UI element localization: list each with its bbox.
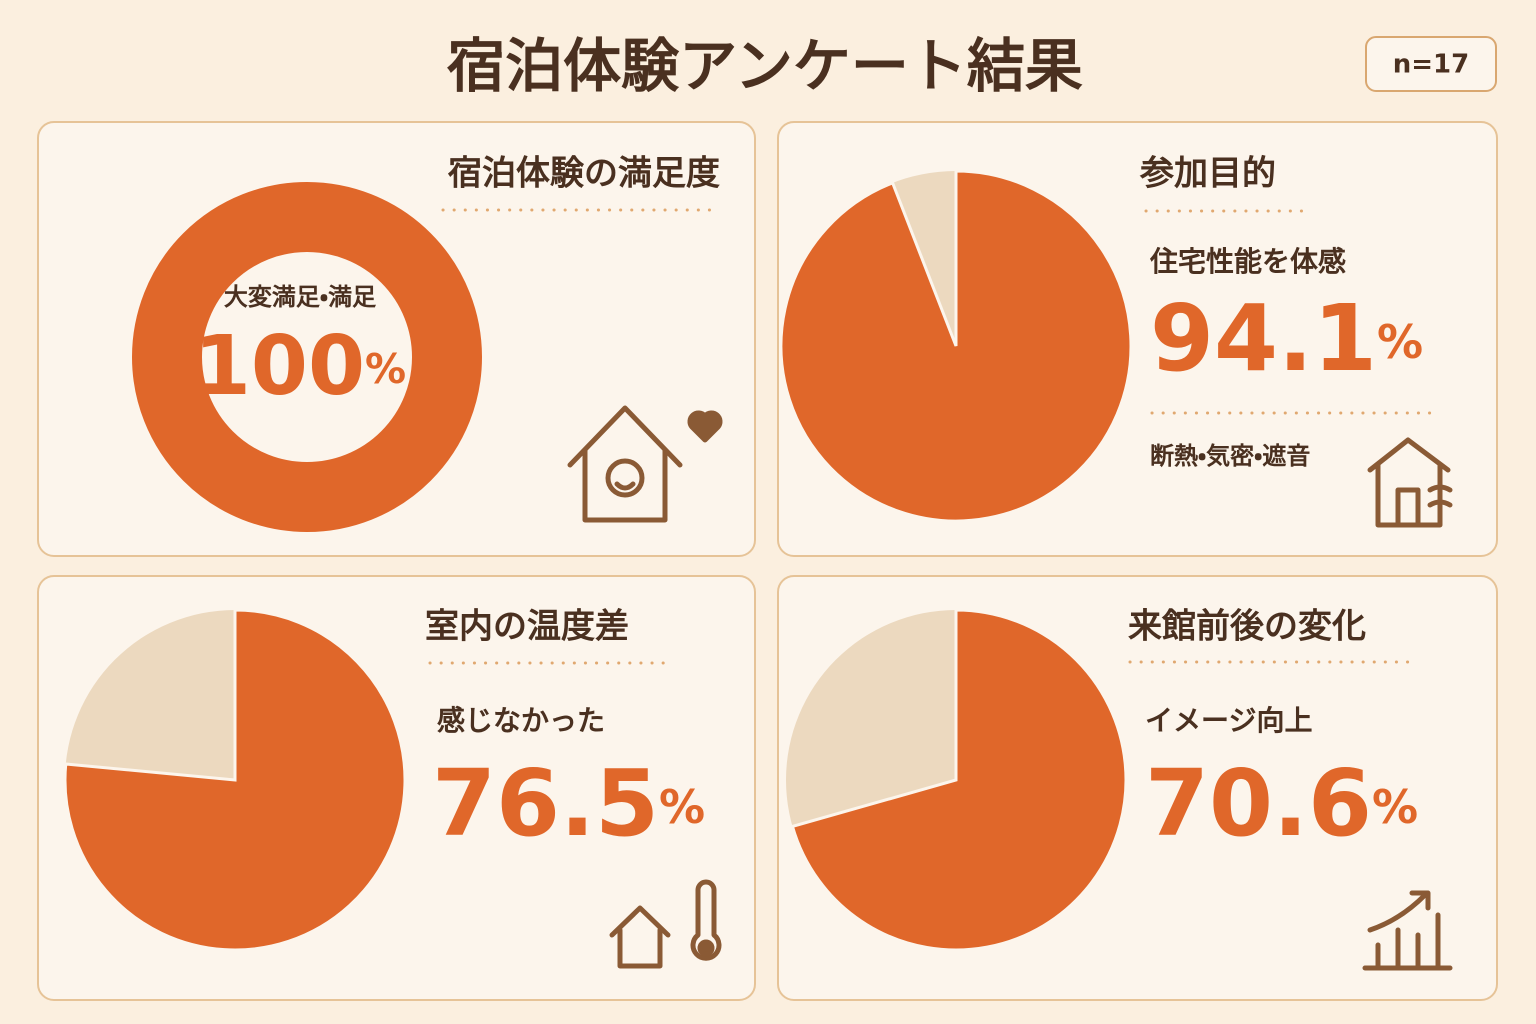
chart-title: 宿泊体験の満足度 bbox=[447, 154, 720, 194]
pie-slice bbox=[63, 608, 407, 952]
value-number: 100 bbox=[194, 319, 365, 414]
value-caption: イメージ向上 bbox=[1145, 704, 1312, 737]
chart-title: 参加目的 bbox=[1139, 154, 1276, 194]
thermometer-icon bbox=[609, 879, 722, 969]
value-number: 70.6 bbox=[1145, 750, 1372, 857]
pie-slice bbox=[779, 169, 1133, 523]
value-label: 94.1% bbox=[1150, 285, 1423, 392]
chart-title: 室内の温度差 bbox=[425, 607, 629, 647]
house-insulation-icon bbox=[1367, 437, 1453, 528]
badge-box bbox=[1365, 36, 1497, 92]
value-label: 76.5% bbox=[432, 750, 705, 857]
value-label: 100% bbox=[194, 319, 406, 414]
value-unit: % bbox=[365, 345, 406, 393]
house-smile-icon bbox=[567, 405, 723, 523]
value-caption: 感じなかった bbox=[437, 704, 605, 737]
value-unit: % bbox=[659, 780, 705, 834]
note: 断熱・気密・遮音 bbox=[1150, 442, 1310, 470]
value-unit: % bbox=[1377, 315, 1423, 369]
value-caption: 住宅性能を体感 bbox=[1149, 245, 1346, 278]
chart-title: 来館前後の変化 bbox=[1128, 607, 1366, 647]
pie-slice bbox=[790, 608, 1128, 952]
value-number: 76.5 bbox=[432, 750, 659, 857]
value-label: 70.6% bbox=[1145, 750, 1418, 857]
value-unit: % bbox=[1372, 780, 1418, 834]
page-title: 宿泊体験アンケート結果 bbox=[446, 32, 1083, 100]
donut-ring bbox=[132, 182, 482, 532]
sample-size: n=17 bbox=[1393, 50, 1469, 80]
value-caption: 大変満足・満足 bbox=[224, 283, 376, 311]
value-number: 94.1 bbox=[1150, 285, 1377, 392]
growth-icon bbox=[1362, 890, 1453, 971]
